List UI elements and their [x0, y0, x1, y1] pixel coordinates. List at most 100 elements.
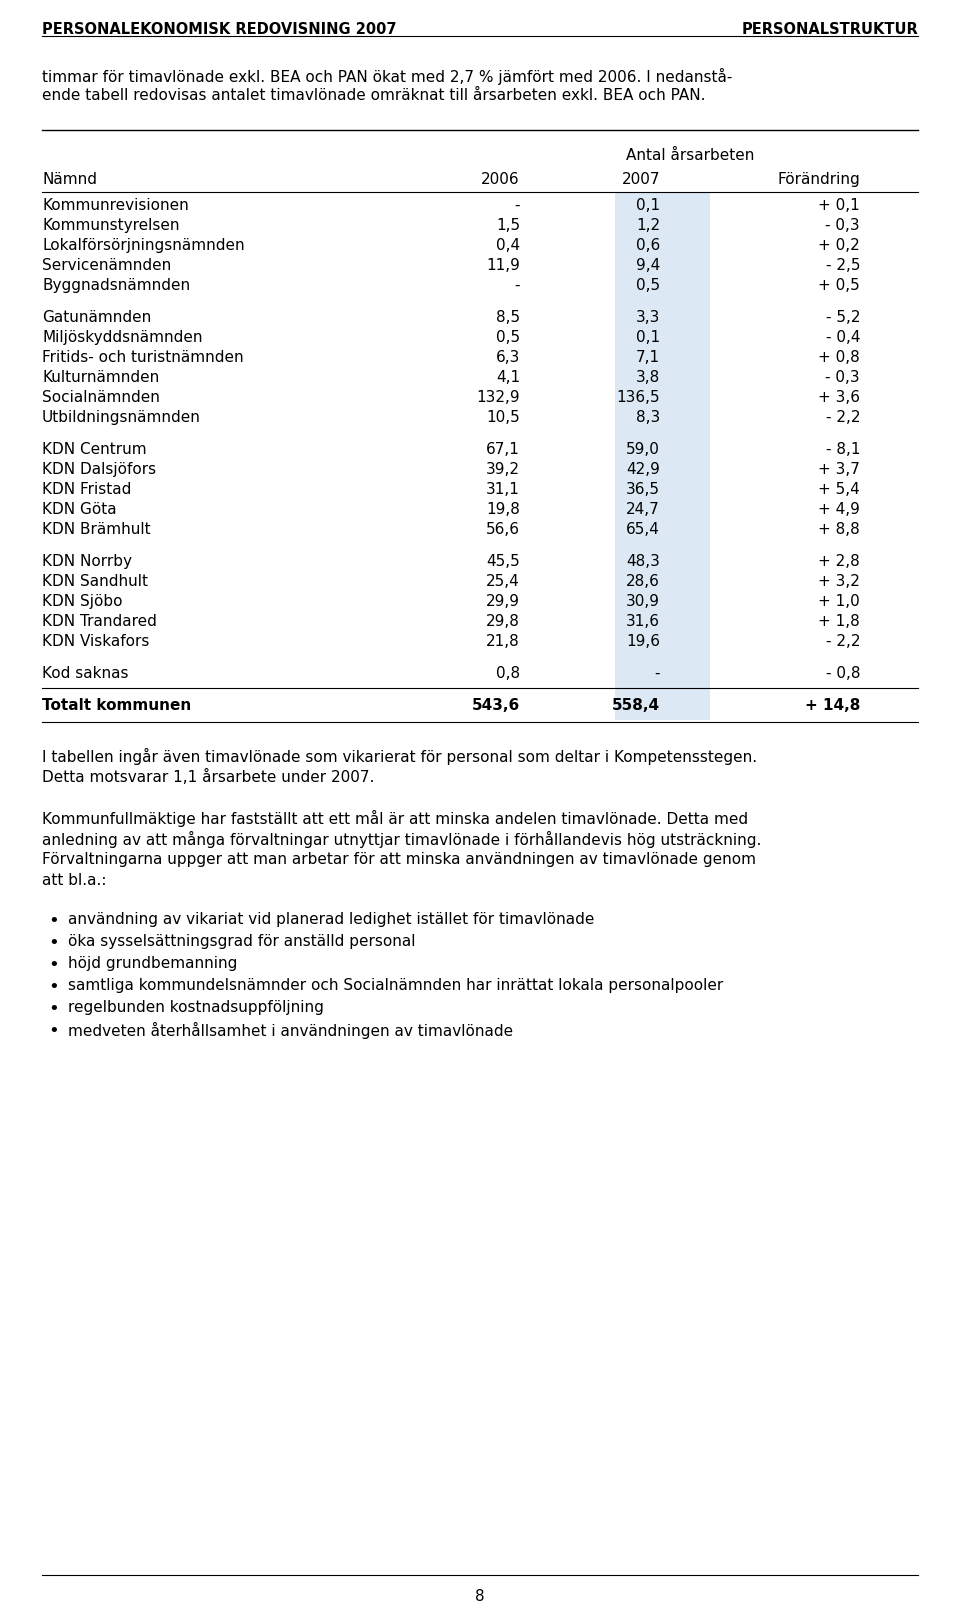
Text: Lokalförsörjningsnämnden: Lokalförsörjningsnämnden [42, 238, 245, 252]
Text: 42,9: 42,9 [626, 461, 660, 477]
Text: 3,8: 3,8 [636, 370, 660, 386]
Text: 39,2: 39,2 [486, 461, 520, 477]
Text: PERSONALSTRUKTUR: PERSONALSTRUKTUR [741, 22, 918, 37]
Text: Fritids- och turistnämnden: Fritids- och turistnämnden [42, 350, 244, 365]
Text: KDN Sandhult: KDN Sandhult [42, 574, 148, 590]
Text: Kommunstyrelsen: Kommunstyrelsen [42, 219, 180, 233]
Text: 59,0: 59,0 [626, 442, 660, 456]
Text: att bl.a.:: att bl.a.: [42, 873, 107, 889]
Text: + 14,8: + 14,8 [804, 697, 860, 714]
Text: + 5,4: + 5,4 [818, 482, 860, 497]
Text: KDN Sjöbo: KDN Sjöbo [42, 595, 123, 609]
Text: 132,9: 132,9 [476, 391, 520, 405]
Text: 36,5: 36,5 [626, 482, 660, 497]
Text: timmar för timavlönade exkl. BEA och PAN ökat med 2,7 % jämfört med 2006. I neda: timmar för timavlönade exkl. BEA och PAN… [42, 67, 732, 85]
Text: - 0,8: - 0,8 [826, 665, 860, 681]
Text: Förvaltningarna uppger att man arbetar för att minska användningen av timavlönad: Förvaltningarna uppger att man arbetar f… [42, 852, 756, 868]
Text: 0,1: 0,1 [636, 198, 660, 214]
Text: 29,9: 29,9 [486, 595, 520, 609]
Text: •: • [49, 1022, 60, 1040]
Text: - 2,2: - 2,2 [826, 410, 860, 424]
Text: Förändring: Förändring [778, 172, 860, 186]
Text: •: • [49, 956, 60, 974]
Text: Miljöskyddsnämnden: Miljöskyddsnämnden [42, 329, 203, 346]
Text: + 0,1: + 0,1 [818, 198, 860, 214]
Text: 543,6: 543,6 [471, 697, 520, 714]
Text: + 0,5: + 0,5 [818, 278, 860, 292]
Text: - 5,2: - 5,2 [826, 310, 860, 325]
Text: 0,4: 0,4 [496, 238, 520, 252]
Text: 8,5: 8,5 [496, 310, 520, 325]
Text: KDN Fristad: KDN Fristad [42, 482, 132, 497]
Text: -: - [655, 665, 660, 681]
Text: KDN Viskafors: KDN Viskafors [42, 635, 150, 649]
Text: Gatunämnden: Gatunämnden [42, 310, 152, 325]
Text: + 8,8: + 8,8 [818, 522, 860, 537]
Text: •: • [49, 979, 60, 996]
Text: •: • [49, 1000, 60, 1017]
Text: 2006: 2006 [481, 172, 520, 186]
Text: 1,2: 1,2 [636, 219, 660, 233]
Text: - 2,5: - 2,5 [826, 259, 860, 273]
Text: regelbunden kostnadsuppföljning: regelbunden kostnadsuppföljning [68, 1000, 324, 1016]
Text: 29,8: 29,8 [486, 614, 520, 628]
Text: -: - [515, 198, 520, 214]
Text: - 0,4: - 0,4 [826, 329, 860, 346]
Text: 21,8: 21,8 [487, 635, 520, 649]
Text: anledning av att många förvaltningar utnyttjar timavlönade i förhållandevis hög : anledning av att många förvaltningar utn… [42, 831, 761, 848]
Text: + 3,6: + 3,6 [818, 391, 860, 405]
Text: Detta motsvarar 1,1 årsarbete under 2007.: Detta motsvarar 1,1 årsarbete under 2007… [42, 770, 374, 784]
Text: 28,6: 28,6 [626, 574, 660, 590]
Bar [615, 191, 710, 720]
Text: Servicenämnden: Servicenämnden [42, 259, 171, 273]
Text: Kommunrevisionen: Kommunrevisionen [42, 198, 189, 214]
Text: 0,5: 0,5 [636, 278, 660, 292]
Text: 24,7: 24,7 [626, 501, 660, 517]
Text: + 0,8: + 0,8 [818, 350, 860, 365]
Text: 25,4: 25,4 [487, 574, 520, 590]
Text: Antal årsarbeten: Antal årsarbeten [626, 148, 755, 162]
Text: höjd grundbemanning: höjd grundbemanning [68, 956, 237, 971]
Text: Byggnadsnämnden: Byggnadsnämnden [42, 278, 190, 292]
Text: 2007: 2007 [621, 172, 660, 186]
Text: 31,6: 31,6 [626, 614, 660, 628]
Text: 7,1: 7,1 [636, 350, 660, 365]
Text: användning av vikariat vid planerad ledighet istället för timavlönade: användning av vikariat vid planerad ledi… [68, 913, 594, 927]
Text: •: • [49, 913, 60, 930]
Text: Nämnd: Nämnd [42, 172, 97, 186]
Text: samtliga kommundelsnämnder och Socialnämnden har inrättat lokala personalpooler: samtliga kommundelsnämnder och Socialnäm… [68, 979, 723, 993]
Text: öka sysselsättningsgrad för anställd personal: öka sysselsättningsgrad för anställd per… [68, 934, 416, 950]
Text: 6,3: 6,3 [495, 350, 520, 365]
Text: 0,6: 0,6 [636, 238, 660, 252]
Text: + 4,9: + 4,9 [818, 501, 860, 517]
Text: KDN Göta: KDN Göta [42, 501, 116, 517]
Text: 9,4: 9,4 [636, 259, 660, 273]
Text: Socialnämnden: Socialnämnden [42, 391, 160, 405]
Text: 30,9: 30,9 [626, 595, 660, 609]
Text: KDN Dalsjöfors: KDN Dalsjöfors [42, 461, 156, 477]
Text: + 3,2: + 3,2 [818, 574, 860, 590]
Text: 558,4: 558,4 [612, 697, 660, 714]
Text: 48,3: 48,3 [626, 554, 660, 569]
Text: 1,5: 1,5 [496, 219, 520, 233]
Text: 19,8: 19,8 [486, 501, 520, 517]
Text: -: - [515, 278, 520, 292]
Text: 56,6: 56,6 [486, 522, 520, 537]
Text: 0,8: 0,8 [496, 665, 520, 681]
Text: ende tabell redovisas antalet timavlönade omräknat till årsarbeten exkl. BEA och: ende tabell redovisas antalet timavlönad… [42, 88, 706, 103]
Text: medveten återhållsamhet i användningen av timavlönade: medveten återhållsamhet i användningen a… [68, 1022, 514, 1040]
Text: I tabellen ingår även timavlönade som vikarierat för personal som deltar i Kompe: I tabellen ingår även timavlönade som vi… [42, 747, 757, 765]
Text: Utbildningsnämnden: Utbildningsnämnden [42, 410, 201, 424]
Text: KDN Centrum: KDN Centrum [42, 442, 147, 456]
Text: 8: 8 [475, 1589, 485, 1604]
Text: 67,1: 67,1 [486, 442, 520, 456]
Text: 11,9: 11,9 [486, 259, 520, 273]
Text: PERSONALEKONOMISK REDOVISNING 2007: PERSONALEKONOMISK REDOVISNING 2007 [42, 22, 396, 37]
Text: 0,1: 0,1 [636, 329, 660, 346]
Text: 45,5: 45,5 [487, 554, 520, 569]
Text: - 0,3: - 0,3 [826, 370, 860, 386]
Text: 19,6: 19,6 [626, 635, 660, 649]
Text: + 0,2: + 0,2 [818, 238, 860, 252]
Text: + 1,8: + 1,8 [818, 614, 860, 628]
Text: Kod saknas: Kod saknas [42, 665, 129, 681]
